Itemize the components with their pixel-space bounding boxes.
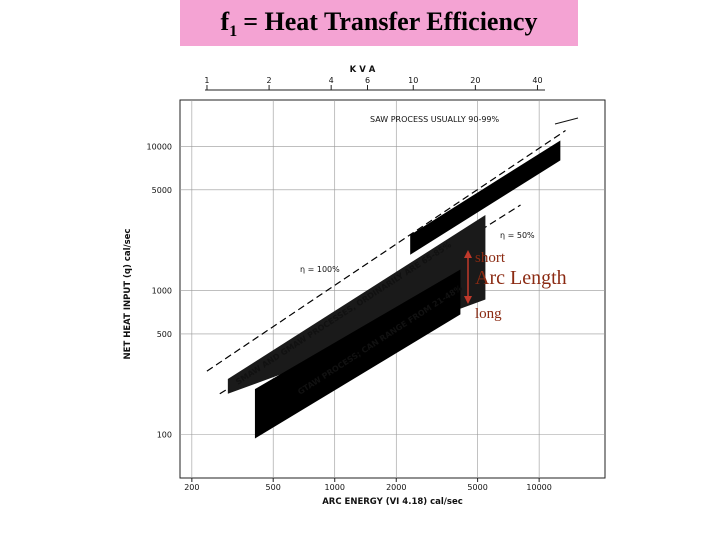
y-tick-label: 5000 bbox=[152, 186, 172, 195]
title-subscript: 1 bbox=[229, 23, 237, 40]
x2-axis-label: K V A bbox=[350, 65, 376, 75]
band bbox=[227, 215, 486, 394]
title-symbol: f bbox=[221, 7, 230, 36]
x2-tick-label: 4 bbox=[329, 76, 334, 85]
y-axis-label: NET HEAT INPUT (q) cal/sec bbox=[123, 229, 133, 360]
title: f1 = Heat Transfer Efficiency bbox=[221, 7, 538, 40]
series-label: η = 100% bbox=[300, 265, 340, 274]
series-label: SAW PROCESS USUALLY 90-99% bbox=[370, 115, 500, 124]
x-tick-label: 1000 bbox=[325, 483, 345, 492]
x2-tick-label: 2 bbox=[267, 76, 272, 85]
overlay-label: short bbox=[475, 250, 506, 266]
title-box bbox=[180, 0, 578, 46]
band bbox=[410, 140, 561, 255]
band bbox=[254, 269, 461, 439]
y-tick-label: 100 bbox=[157, 431, 172, 440]
arrow-head bbox=[464, 250, 472, 258]
x-tick-label: 500 bbox=[266, 483, 281, 492]
line bbox=[206, 130, 566, 372]
x-tick-label: 200 bbox=[184, 483, 199, 492]
x-tick-label: 2000 bbox=[386, 483, 406, 492]
title-text: = Heat Transfer Efficiency bbox=[243, 7, 537, 36]
x-axis-label: ARC ENERGY (VI 4.18) cal/sec bbox=[322, 497, 463, 507]
x2-tick-label: 6 bbox=[365, 76, 370, 85]
arrow-head bbox=[464, 296, 472, 304]
x2-tick-label: 40 bbox=[532, 76, 542, 85]
y-tick-label: 1000 bbox=[152, 287, 172, 296]
x-tick-label: 5000 bbox=[467, 483, 487, 492]
x2-tick-label: 20 bbox=[470, 76, 480, 85]
overlay-label: Arc Length bbox=[475, 267, 567, 289]
y-tick-label: 500 bbox=[157, 330, 172, 339]
series-label: η = 50% bbox=[500, 231, 535, 240]
x2-tick-label: 1 bbox=[204, 76, 209, 85]
saw-arrow bbox=[554, 117, 579, 125]
plot: 200 500 1000 2000 5000 10000 100 500 1000 5000 100… bbox=[123, 65, 606, 507]
y-tick-label: 10000 bbox=[147, 142, 172, 151]
x-tick-label: 10000 bbox=[526, 483, 551, 492]
overlay-label: long bbox=[475, 306, 502, 322]
x2-tick-label: 10 bbox=[408, 76, 418, 85]
